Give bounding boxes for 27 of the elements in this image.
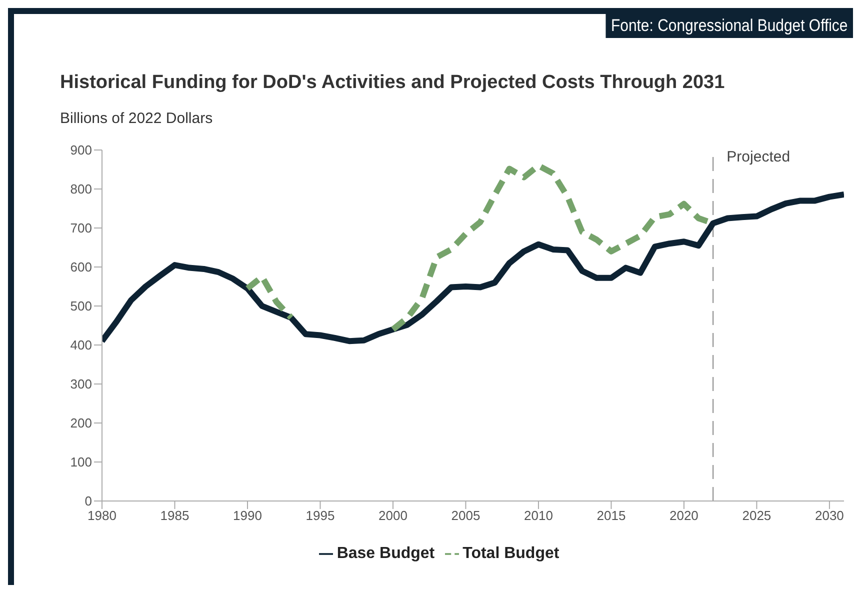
x-tick-label: 2010	[524, 508, 553, 524]
x-tick-label: 1995	[306, 508, 335, 524]
x-tick-label: 1980	[88, 508, 116, 524]
y-tick-label: 600	[70, 260, 92, 275]
chart-title: Historical Funding for DoD's Activities and Projected Costs Through 2031	[60, 72, 725, 94]
source-note: Fonte: Congressional Budget Office	[606, 14, 853, 38]
y-tick-label: 0	[84, 494, 92, 509]
y-tick-label: 200	[70, 416, 92, 431]
y-tick-label: 500	[70, 298, 92, 314]
y-tick-label: 400	[70, 338, 92, 353]
x-tick-label: 1990	[233, 508, 262, 524]
y-tick-label: 800	[70, 182, 92, 197]
x-tick-label: 2015	[596, 508, 626, 524]
legend-label: Total Budget	[462, 545, 560, 562]
y-tick-label: 100	[70, 454, 92, 470]
x-tick-label: 2000	[378, 508, 408, 524]
y-axis-title: Billions of 2022 Dollars	[60, 110, 213, 127]
x-tick-label: 2030	[814, 508, 844, 524]
y-tick-label: 900	[70, 142, 92, 158]
y-tick-label: 700	[70, 220, 92, 236]
x-tick-label: 2005	[451, 508, 480, 524]
x-tick-label: 2020	[670, 508, 698, 524]
x-tick-label: 1985	[160, 508, 190, 524]
legend-label: Base Budget	[336, 545, 435, 562]
y-tick-label: 300	[70, 376, 92, 392]
x-tick-label: 2025	[742, 508, 772, 524]
ref-line-label: Projected	[726, 148, 790, 166]
